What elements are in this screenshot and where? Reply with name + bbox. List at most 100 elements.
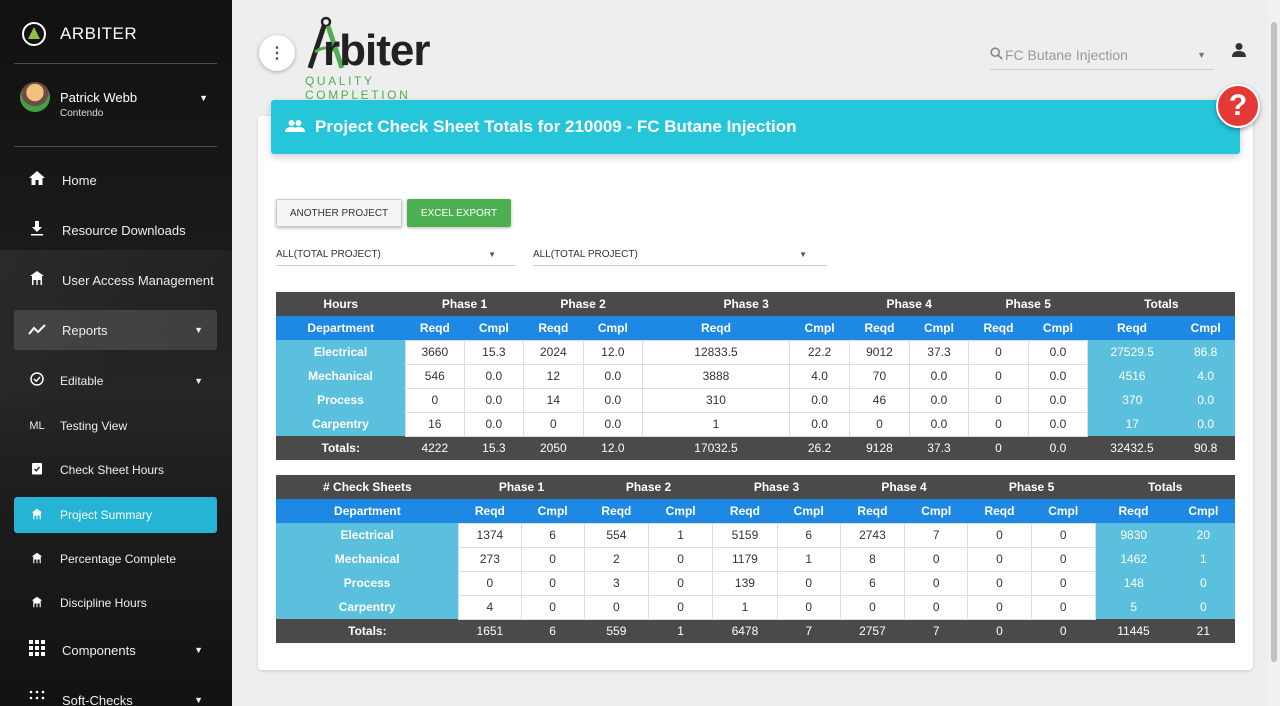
reqd-header: Reqd [1087,316,1177,340]
caret-down-icon[interactable]: ▼ [1197,49,1206,60]
total-cmpl-cell: 0 [1171,571,1235,595]
cmpl-cell: 22.2 [788,339,851,365]
arbiter-logo-icon [22,22,46,46]
brand-title: ARBITER [60,24,138,43]
user-menu[interactable]: Patrick Webb Contendo ▼ [20,80,220,124]
nav-discipline-hours[interactable]: Discipline Hours [14,585,217,621]
page-title: Project Check Sheet Totals for 210009 - … [315,117,797,136]
nav-project-summary[interactable]: Project Summary [14,497,217,533]
excel-export-button[interactable]: EXCEL EXPORT [407,199,511,227]
cmpl-cell: 0 [904,570,969,596]
reqd-header: Reqd [642,316,790,340]
search-input[interactable]: FC Butane Injection [1005,46,1128,63]
nav-check-sheet-hours[interactable]: Check Sheet Hours [14,452,217,488]
footer-total-cell: 0 [1031,619,1096,643]
reqd-cell: 0 [839,594,906,620]
reqd-cell: 0 [967,546,1032,572]
reqd-cell: 8 [839,546,906,572]
table-row: Process 0 0 3 0 139 0 6 0 0 0 148 0 [276,570,1235,596]
account-icon[interactable] [1231,42,1249,60]
grid-icon [26,639,48,661]
phase-header: Phase 4 [840,475,968,499]
phase-select[interactable]: ALL(TOTAL PROJECT) ▼ [276,244,516,266]
cmpl-cell: 0.0 [908,411,970,437]
cmpl-cell: 0 [904,546,969,572]
cmpl-header: Cmpl [521,499,585,523]
more-menu-button[interactable]: ⋮ [259,35,295,71]
caret-down-icon: ▼ [194,695,203,705]
phase-header: Phase 4 [849,292,969,316]
department-cell: Carpentry [276,412,406,436]
table-row: Mechanical 546 0.0 12 0.0 3888 4.0 70 0.0 0 0.0 451… [276,363,1235,389]
cmpl-header: Cmpl [1031,499,1096,523]
sidebar: ARBITER Patrick Webb Contendo ▼ Home Res… [0,0,232,706]
reqd-cell: 1 [642,411,790,437]
another-project-button[interactable]: ANOTHER PROJECT [276,199,402,227]
nav-testing-view[interactable]: ML Testing View [14,408,217,444]
footer-total-cell: 559 [584,619,649,643]
cmpl-header: Cmpl [777,499,841,523]
project-search[interactable]: FC Butane Injection ▼ [990,40,1214,70]
nav-percentage-complete[interactable]: Percentage Complete [14,541,217,577]
cmpl-header: Cmpl [1028,316,1088,340]
reqd-header: Reqd [584,499,649,523]
reqd-cell: 0 [523,411,584,437]
nav-home[interactable]: Home [14,162,217,198]
help-button[interactable]: ? [1216,84,1260,128]
reqd-header: Reqd [849,316,910,340]
total-reqd-cell: 9830 [1095,523,1172,547]
caret-down-icon: ▼ [194,376,203,386]
footer-total-cell: 2757 [840,619,905,643]
cmpl-cell: 0.0 [463,363,525,389]
page-scrollbar[interactable] [1268,0,1280,706]
sheets-totals-row: Totals: 1651 6 559 1 6478 7 2757 7 0 0 11445 21 [276,619,1235,643]
total-cmpl-cell: 86.8 [1176,340,1235,364]
cmpl-cell: 0.0 [788,411,851,437]
cmpl-header: Cmpl [789,316,850,340]
nav-components[interactable]: Components ▼ [14,632,217,668]
total-cmpl-cell: 0.0 [1176,412,1235,436]
cmpl-header: Cmpl [648,499,713,523]
hours-totals-row: Totals: 4222 15.3 2050 12.0 17032.5 26.2 9128 37… [276,436,1235,460]
reqd-header: Reqd [968,316,1029,340]
reqd-header: Reqd [967,499,1032,523]
select-value: ALL(TOTAL PROJECT) [533,249,638,260]
total-cmpl-cell: 4.0 [1176,364,1235,388]
nav-reports[interactable]: Reports ▼ [14,310,217,350]
arbiter-logo: rbiter QUALITY COMPLETION [305,16,480,102]
nav-user-access-management[interactable]: User Access Management [14,262,217,298]
cmpl-header: Cmpl [1171,499,1235,523]
scrollbar-thumb[interactable] [1271,22,1277,662]
table-row: Mechanical 273 0 2 0 1179 1 8 0 0 0 1462 1 [276,546,1235,572]
total-reqd-cell: 370 [1087,388,1177,412]
phase-header: Phase 2 [523,292,643,316]
nav-editable[interactable]: Editable ▼ [14,363,217,399]
network-icon [26,549,48,569]
sheets-subheader-row: Department Reqd Cmpl Reqd Cmpl Reqd Cmpl… [276,499,1235,523]
footer-total-cell: 21 [1171,619,1235,643]
department-cell: Process [276,571,459,595]
total-reqd-cell: 148 [1095,571,1172,595]
phase-header: Phase 2 [584,475,713,499]
reqd-cell: 9012 [849,339,910,365]
cmpl-cell: 15.3 [463,339,525,365]
phase-header: Phase 3 [642,292,850,316]
clipboard-icon [26,460,48,480]
nav-label: Percentage Complete [60,552,177,566]
brand[interactable]: ARBITER [22,20,137,48]
table-row: Electrical 3660 15.3 2024 12.0 12833.5 22.2 901… [276,339,1235,365]
reqd-cell: 0 [849,411,910,437]
nav-soft-checks[interactable]: Soft-Checks ▼ [14,682,217,706]
discipline-select[interactable]: ALL(TOTAL PROJECT) ▼ [533,244,827,266]
reqd-cell: 273 [458,546,522,572]
reqd-cell: 0 [967,570,1032,596]
table-corner-label: Hours [276,292,406,316]
select-value: ALL(TOTAL PROJECT) [276,249,381,260]
nav-label: Reports [62,322,108,338]
nav-resource-downloads[interactable]: Resource Downloads [14,212,217,248]
footer-total-cell: 6478 [712,619,778,643]
people-icon [285,119,305,135]
reqd-cell: 546 [405,363,465,389]
footer-total-cell: 37.3 [909,436,969,460]
phase-header: Phase 5 [968,292,1088,316]
